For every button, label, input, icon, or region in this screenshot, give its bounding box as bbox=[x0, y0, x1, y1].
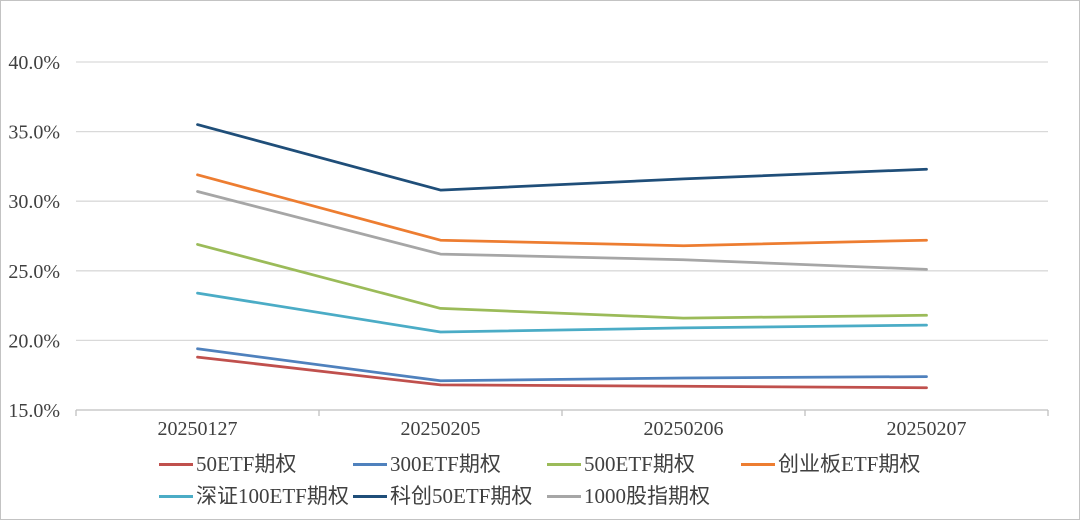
legend-item-4: 深证100ETF期权 bbox=[159, 484, 349, 508]
series-line-0 bbox=[196, 355, 928, 390]
y-axis-tick-label: 35.0% bbox=[8, 122, 60, 144]
legend-item-3: 创业板ETF期权 bbox=[741, 452, 920, 476]
y-axis-tick-label: 40.0% bbox=[8, 52, 60, 74]
legend-item-2: 500ETF期权 bbox=[547, 452, 695, 476]
y-axis-tick-label: 30.0% bbox=[8, 191, 60, 213]
series-line-4 bbox=[196, 291, 928, 334]
legend-label: 科创50ETF期权 bbox=[390, 484, 533, 508]
legend-label: 500ETF期权 bbox=[584, 452, 695, 476]
legend-item-1: 300ETF期权 bbox=[353, 452, 501, 476]
legend-label: 1000股指期权 bbox=[584, 484, 710, 508]
series-line-3 bbox=[196, 173, 928, 248]
y-axis-tick-label: 15.0% bbox=[8, 400, 60, 422]
legend-item-5: 科创50ETF期权 bbox=[353, 484, 532, 508]
legend-marker bbox=[353, 494, 387, 498]
legend-label: 创业板ETF期权 bbox=[778, 452, 921, 476]
legend-item-0: 50ETF期权 bbox=[159, 452, 296, 476]
legend-marker bbox=[547, 494, 581, 498]
series-line-1 bbox=[196, 347, 928, 383]
legend-marker bbox=[159, 494, 193, 498]
x-axis-tick-label: 20250207 bbox=[887, 418, 967, 440]
series-line-6 bbox=[196, 190, 928, 271]
x-axis-tick-label: 20250205 bbox=[401, 418, 481, 440]
legend-label: 50ETF期权 bbox=[196, 452, 297, 476]
y-axis-tick-label: 25.0% bbox=[8, 261, 60, 283]
series-line-2 bbox=[196, 243, 928, 320]
legend-marker bbox=[159, 462, 193, 466]
x-axis-tick-label: 20250206 bbox=[644, 418, 724, 440]
y-axis-tick-label: 20.0% bbox=[8, 330, 60, 352]
legend-item-6: 1000股指期权 bbox=[547, 484, 710, 508]
legend-marker bbox=[353, 462, 387, 466]
legend-label: 深证100ETF期权 bbox=[196, 484, 349, 508]
legend-marker bbox=[547, 462, 581, 466]
legend-label: 300ETF期权 bbox=[390, 452, 501, 476]
x-axis-tick-label: 20250127 bbox=[158, 418, 238, 440]
legend-marker bbox=[741, 462, 775, 466]
series-line-5 bbox=[196, 123, 928, 192]
